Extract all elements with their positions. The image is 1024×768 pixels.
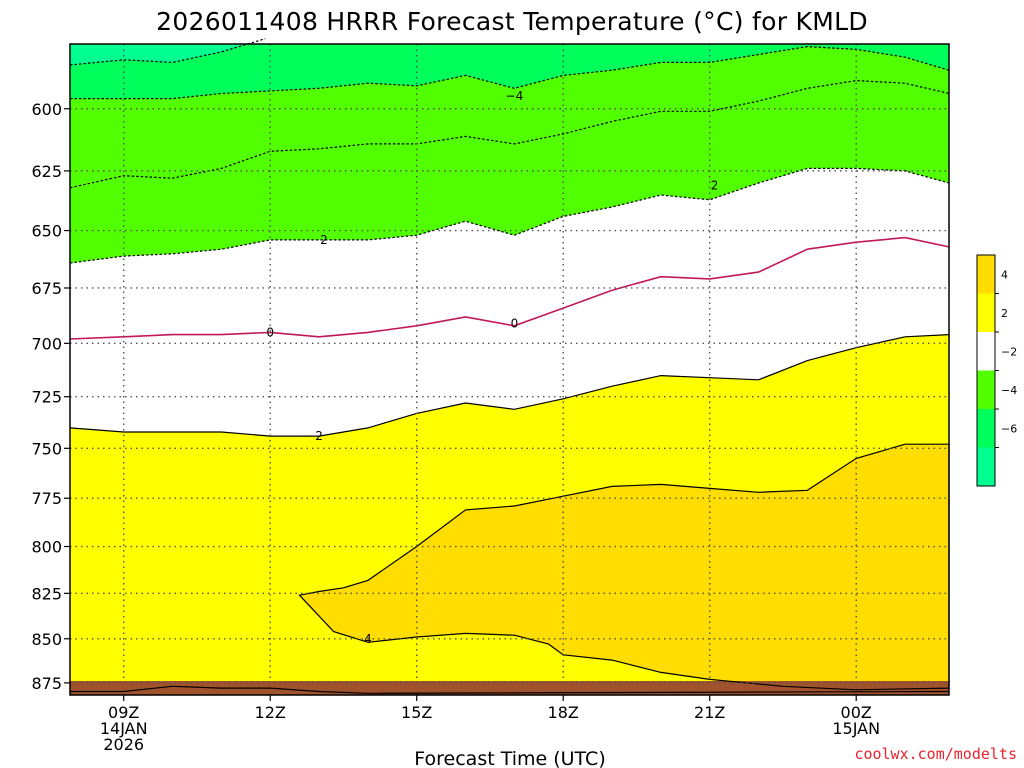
colorbar-label: −2 bbox=[1001, 345, 1017, 358]
x-tick-label: 21Z bbox=[694, 703, 725, 722]
y-tick-label-775: 775 bbox=[31, 489, 62, 508]
contour-label: 0 bbox=[266, 325, 274, 339]
grid-lines bbox=[70, 44, 949, 684]
y-tick-label-825: 825 bbox=[31, 584, 62, 603]
band-below-minus6 bbox=[70, 44, 266, 65]
x-tick-label: 00Z bbox=[841, 703, 872, 722]
filled-contours bbox=[70, 44, 949, 695]
y-tick-label-725: 725 bbox=[31, 388, 62, 407]
contour-labels: −4 2 2 0 0 2 4 bbox=[266, 89, 719, 646]
colorbar-segment bbox=[977, 447, 995, 486]
colorbar-segment bbox=[977, 409, 995, 448]
x-tick-label: 09Z bbox=[108, 703, 139, 722]
y-tick-label-650: 650 bbox=[31, 222, 62, 241]
x-tick-label: 15JAN bbox=[832, 719, 880, 738]
x-tick-label: 14JAN bbox=[100, 719, 148, 738]
band-above-4 bbox=[299, 444, 949, 690]
x-tick-label: 2026 bbox=[103, 735, 144, 754]
y-tick-label-750: 750 bbox=[31, 439, 62, 458]
band-minus4-to-minus2 bbox=[70, 44, 949, 263]
axes: 60062565067570072575077580082585087509Z1… bbox=[31, 43, 950, 754]
colorbar-label: −4 bbox=[1001, 384, 1017, 397]
contour-label: 2 bbox=[711, 178, 719, 192]
colorbar-segment bbox=[977, 332, 995, 371]
y-tick-label-800: 800 bbox=[31, 538, 62, 557]
contour-line-minus4 bbox=[70, 45, 950, 100]
x-tick-label: 15Z bbox=[401, 703, 432, 722]
contour-line-2 bbox=[69, 334, 950, 437]
colorbar-label: 4 bbox=[1001, 268, 1008, 281]
colorbar-label: 2 bbox=[1001, 307, 1008, 320]
contour-label: 2 bbox=[320, 233, 328, 247]
y-tick-label-850: 850 bbox=[31, 630, 62, 649]
contour-line-minus6 bbox=[69, 38, 266, 66]
contour-label: 4 bbox=[364, 632, 372, 646]
chart-title: 2026011408 HRRR Forecast Temperature (°C… bbox=[156, 7, 868, 36]
y-tick-label-625: 625 bbox=[31, 162, 62, 181]
contour-lines bbox=[69, 38, 950, 694]
colorbar: 4 2 −2 −4 −6 bbox=[976, 254, 1017, 487]
y-tick-label-700: 700 bbox=[31, 334, 62, 353]
contour-line-minus2 bbox=[69, 167, 950, 264]
plot-area: −4 2 2 0 0 2 4 bbox=[69, 38, 950, 695]
colorbar-segment bbox=[977, 370, 995, 409]
contour-label: 0 bbox=[511, 317, 519, 331]
contour-line-0 bbox=[69, 236, 950, 340]
plot-frame bbox=[69, 43, 950, 696]
x-axis-label: Forecast Time (UTC) bbox=[414, 748, 605, 768]
band-minus6-to-minus4 bbox=[70, 44, 949, 99]
contour-label: −4 bbox=[506, 89, 524, 103]
credit-text: coolwx.com/modelts bbox=[854, 745, 1017, 763]
colorbar-segment bbox=[977, 255, 995, 294]
contour-line-minus2 bbox=[69, 79, 950, 189]
colorbar-segment bbox=[977, 293, 995, 332]
colorbar-label: −6 bbox=[1001, 422, 1017, 435]
x-tick-label: 18Z bbox=[548, 703, 579, 722]
ground-surface bbox=[70, 681, 949, 695]
contour-label: 2 bbox=[315, 429, 323, 443]
y-tick-label-600: 600 bbox=[31, 100, 62, 119]
x-tick-label: 12Z bbox=[255, 703, 286, 722]
contour-line-4 bbox=[70, 685, 950, 694]
y-tick-label-675: 675 bbox=[31, 279, 62, 298]
y-tick-label-875: 875 bbox=[31, 674, 62, 693]
